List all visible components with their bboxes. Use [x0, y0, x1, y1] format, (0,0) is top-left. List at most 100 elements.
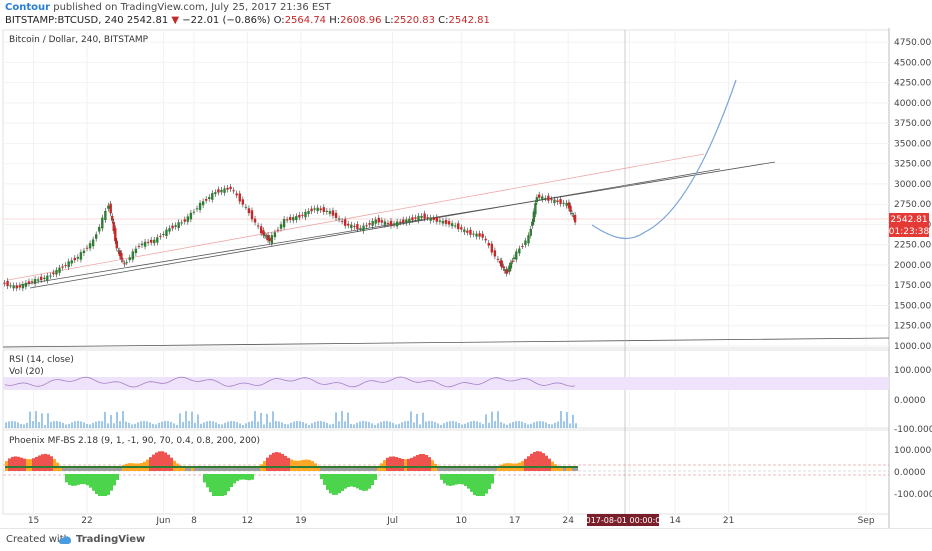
- candle-body[interactable]: [301, 214, 304, 216]
- candle-body[interactable]: [115, 240, 119, 249]
- trendline-red[interactable]: [7, 153, 705, 281]
- candle-body[interactable]: [328, 211, 332, 214]
- candle-body[interactable]: [484, 238, 487, 241]
- tradingview-logo-icon[interactable]: [58, 535, 72, 545]
- candle-body[interactable]: [238, 193, 241, 202]
- candle-body[interactable]: [307, 211, 310, 214]
- candle-body[interactable]: [398, 221, 402, 223]
- candle-body[interactable]: [487, 242, 490, 246]
- candle-body[interactable]: [61, 266, 64, 268]
- candle-body[interactable]: [298, 214, 301, 218]
- candle-body[interactable]: [235, 193, 238, 196]
- candle-body[interactable]: [500, 260, 503, 268]
- candle-body[interactable]: [508, 265, 511, 272]
- candle-body[interactable]: [3, 282, 6, 284]
- candle-body[interactable]: [417, 215, 420, 221]
- candle-body[interactable]: [481, 233, 484, 238]
- candle-body[interactable]: [402, 219, 405, 223]
- candle-body[interactable]: [128, 257, 131, 260]
- candle-body[interactable]: [386, 223, 390, 225]
- candle-body[interactable]: [453, 225, 457, 227]
- tradingview-brand[interactable]: TradingView: [76, 534, 146, 545]
- candle-body[interactable]: [524, 240, 527, 245]
- candle-body[interactable]: [490, 243, 494, 253]
- candle-body[interactable]: [527, 235, 530, 244]
- candle-body[interactable]: [356, 224, 359, 230]
- candle-body[interactable]: [268, 237, 271, 242]
- candle-body[interactable]: [432, 218, 435, 220]
- candle-body[interactable]: [123, 263, 126, 265]
- candle-body[interactable]: [295, 216, 298, 221]
- candle-body[interactable]: [220, 189, 223, 193]
- candle-body[interactable]: [509, 262, 513, 269]
- candle-body[interactable]: [101, 217, 104, 229]
- candle-body[interactable]: [469, 229, 472, 235]
- candle-body[interactable]: [273, 232, 277, 238]
- candle-body[interactable]: [466, 230, 469, 233]
- candle-body[interactable]: [565, 203, 568, 206]
- candle-body[interactable]: [395, 221, 399, 227]
- candle-body[interactable]: [429, 217, 432, 221]
- candle-body[interactable]: [292, 217, 295, 221]
- candle-body[interactable]: [112, 221, 115, 232]
- candle-body[interactable]: [544, 198, 547, 200]
- candle-body[interactable]: [270, 235, 274, 244]
- candle-body[interactable]: [259, 226, 263, 234]
- candle-body[interactable]: [98, 226, 101, 232]
- candle-body[interactable]: [383, 221, 387, 225]
- candle-body[interactable]: [319, 208, 322, 211]
- candle-body[interactable]: [365, 225, 368, 227]
- candle-body[interactable]: [79, 252, 83, 260]
- candle-body[interactable]: [450, 223, 454, 227]
- chart-canvas[interactable]: 1000.00 1250.00 1500.00 1750.00 2000.00 2250.…: [0, 28, 932, 528]
- candle-body[interactable]: [232, 190, 235, 192]
- candle-body[interactable]: [457, 223, 460, 230]
- candle-body[interactable]: [94, 234, 98, 239]
- candle-body[interactable]: [389, 220, 393, 226]
- candle-body[interactable]: [535, 197, 539, 203]
- candle-body[interactable]: [121, 260, 125, 262]
- symbol-label[interactable]: BITSTAMP:BTCUSD, 240: [5, 15, 124, 26]
- candle-body[interactable]: [15, 285, 18, 289]
- candle-body[interactable]: [223, 188, 226, 193]
- candle-body[interactable]: [198, 202, 202, 210]
- candle-body[interactable]: [506, 270, 510, 272]
- candle-body[interactable]: [334, 212, 338, 219]
- candle-body[interactable]: [265, 236, 268, 238]
- candle-body[interactable]: [493, 250, 497, 257]
- candle-body[interactable]: [156, 237, 159, 243]
- candle-body[interactable]: [43, 277, 46, 280]
- candle-body[interactable]: [414, 217, 417, 219]
- candle-body[interactable]: [505, 269, 508, 274]
- candle-body[interactable]: [211, 193, 214, 200]
- candle-body[interactable]: [392, 223, 396, 225]
- candle-body[interactable]: [262, 230, 265, 236]
- candle-body[interactable]: [140, 243, 144, 246]
- candle-body[interactable]: [107, 205, 110, 209]
- candle-body[interactable]: [408, 218, 411, 223]
- candle-body[interactable]: [502, 266, 505, 268]
- candle-body[interactable]: [244, 206, 248, 208]
- candle-body[interactable]: [6, 280, 9, 287]
- candle-body[interactable]: [529, 228, 532, 236]
- candle-body[interactable]: [282, 219, 286, 228]
- candle-body[interactable]: [463, 229, 466, 233]
- candle-body[interactable]: [285, 219, 289, 221]
- candle-body[interactable]: [368, 223, 371, 225]
- rsi-line[interactable]: [4, 376, 576, 388]
- candle-body[interactable]: [217, 189, 220, 193]
- candle-body[interactable]: [279, 224, 283, 229]
- candle-body[interactable]: [570, 213, 574, 215]
- candle-body[interactable]: [353, 225, 356, 227]
- candle-body[interactable]: [512, 257, 516, 259]
- candle-body[interactable]: [82, 250, 86, 254]
- candle-body[interactable]: [27, 281, 31, 284]
- candle-body[interactable]: [24, 282, 28, 287]
- candle-body[interactable]: [146, 241, 150, 243]
- candle-body[interactable]: [569, 205, 572, 212]
- candle-body[interactable]: [567, 202, 571, 209]
- candle-body[interactable]: [186, 216, 190, 222]
- candle-body[interactable]: [226, 187, 229, 190]
- candle-body[interactable]: [359, 228, 362, 230]
- candle-body[interactable]: [9, 285, 12, 287]
